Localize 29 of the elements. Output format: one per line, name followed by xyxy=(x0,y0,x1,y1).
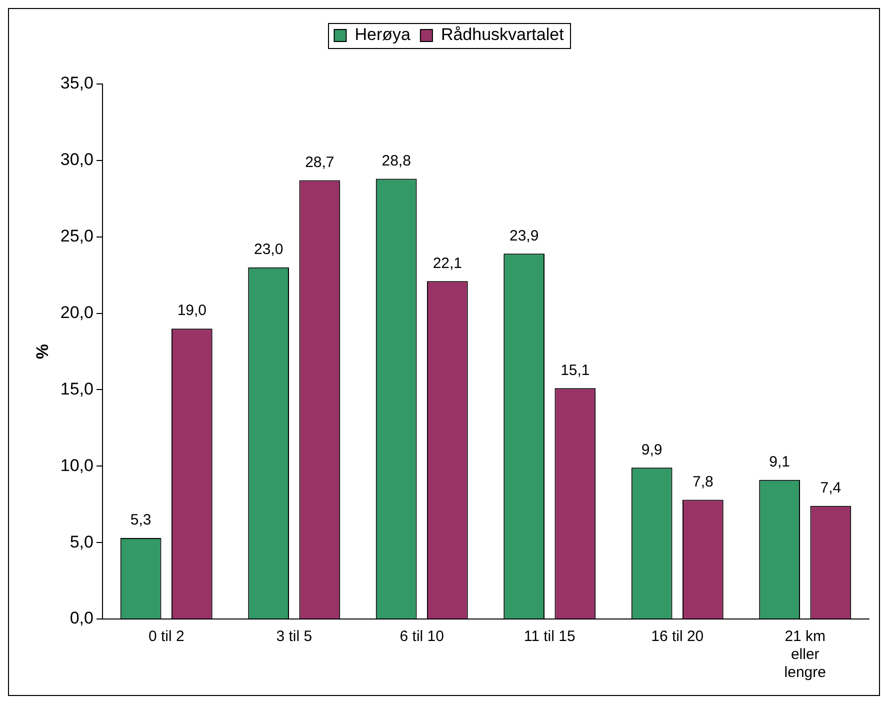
x-tick-label: 3 til 5 xyxy=(276,628,312,646)
data-label: 9,9 xyxy=(641,441,662,458)
x-tick-label: 16 til 20 xyxy=(651,628,704,646)
y-axis-title: % xyxy=(32,344,52,360)
data-label: 7,8 xyxy=(692,473,714,490)
data-label: 28,7 xyxy=(305,154,334,171)
data-label: 19,0 xyxy=(177,302,207,320)
data-label: 5,3 xyxy=(130,512,152,529)
x-tick-label: 21 km eller lengre xyxy=(784,628,826,682)
x-tick-label: 0 til 2 xyxy=(148,628,184,646)
y-tick-label: 15,0 xyxy=(60,379,94,398)
y-tick-label: 25,0 xyxy=(60,226,94,246)
data-label: 28,8 xyxy=(382,152,411,170)
data-label: 23,9 xyxy=(509,227,539,244)
y-tick-label: 10,0 xyxy=(60,456,94,475)
data-label: 7,4 xyxy=(820,480,842,497)
y-tick-label: 20,0 xyxy=(60,302,94,322)
y-tick-label: 35,0 xyxy=(60,74,94,93)
y-tick-label: 30,0 xyxy=(60,150,94,170)
x-tick-label: 6 til 10 xyxy=(400,628,444,646)
y-tick-label: 5,0 xyxy=(70,532,94,552)
data-label: 23,0 xyxy=(254,241,284,258)
data-label: 15,1 xyxy=(560,362,590,379)
x-tick-label: 11 til 15 xyxy=(524,628,576,646)
legend-label: Herøya xyxy=(354,25,411,44)
y-tick-label: 0,0 xyxy=(70,608,94,628)
legend-label: Rådhuskvartalet xyxy=(440,25,564,44)
data-label: 9,1 xyxy=(769,454,790,471)
data-label: 22,1 xyxy=(432,254,462,272)
